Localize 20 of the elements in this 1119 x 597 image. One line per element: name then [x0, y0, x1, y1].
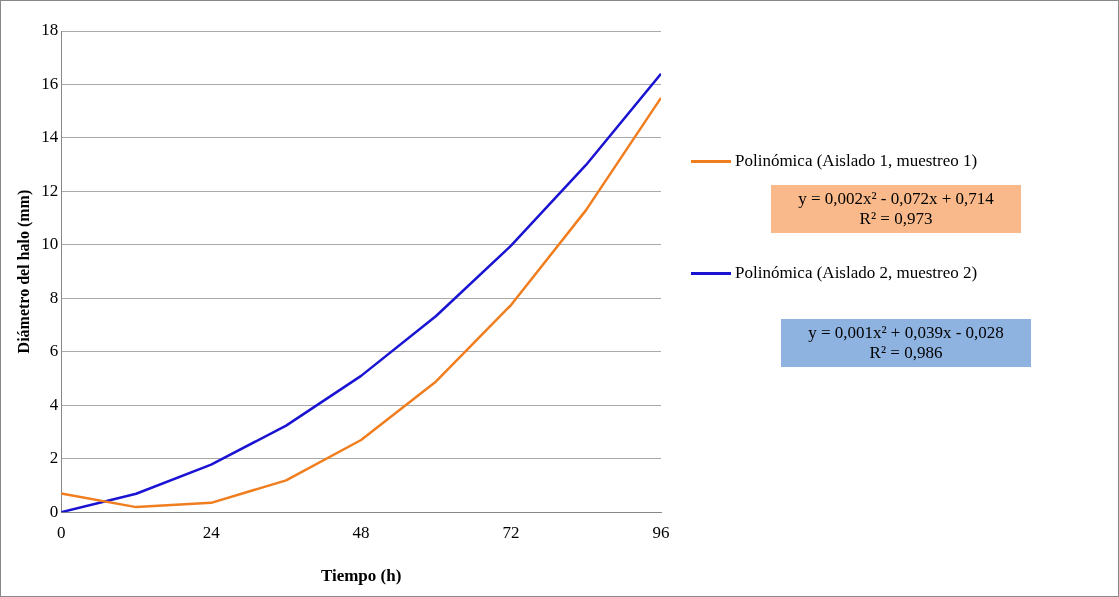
text: y = 0,001x² + 0,039x - 0,028 R² = 0,986 [781, 319, 1031, 367]
text: y = 0,002x² - 0,072x + 0,714 R² = 0,973 [771, 185, 1021, 233]
legend-label: Polinómica (Aislado 2, muestreo 2) [735, 263, 978, 283]
y-tick-label: 2 [49, 448, 59, 468]
y-tick-label: 8 [49, 287, 59, 307]
y-tick-label: 16 [41, 73, 59, 93]
y-tick-label: 14 [41, 127, 59, 147]
y-tick-label: 18 [41, 20, 59, 40]
legend-label: Polinómica (Aislado 1, muestreo 1) [735, 151, 978, 171]
x-tick-label: 48 [352, 522, 370, 542]
y-tick-label: 10 [41, 234, 59, 254]
y-tick-label: 6 [49, 341, 59, 361]
x-tick-label: 96 [652, 522, 670, 542]
x-tick-label: 72 [502, 522, 520, 542]
y-tick-label: 12 [41, 180, 59, 200]
y-axis-title: Diámetro del halo (mm) [14, 189, 33, 354]
x-tick-label: 24 [202, 522, 221, 542]
x-axis-title: Tiempo (h) [320, 566, 402, 586]
y-tick-label: 4 [49, 394, 59, 414]
y-tick-label: 0 [49, 501, 59, 521]
